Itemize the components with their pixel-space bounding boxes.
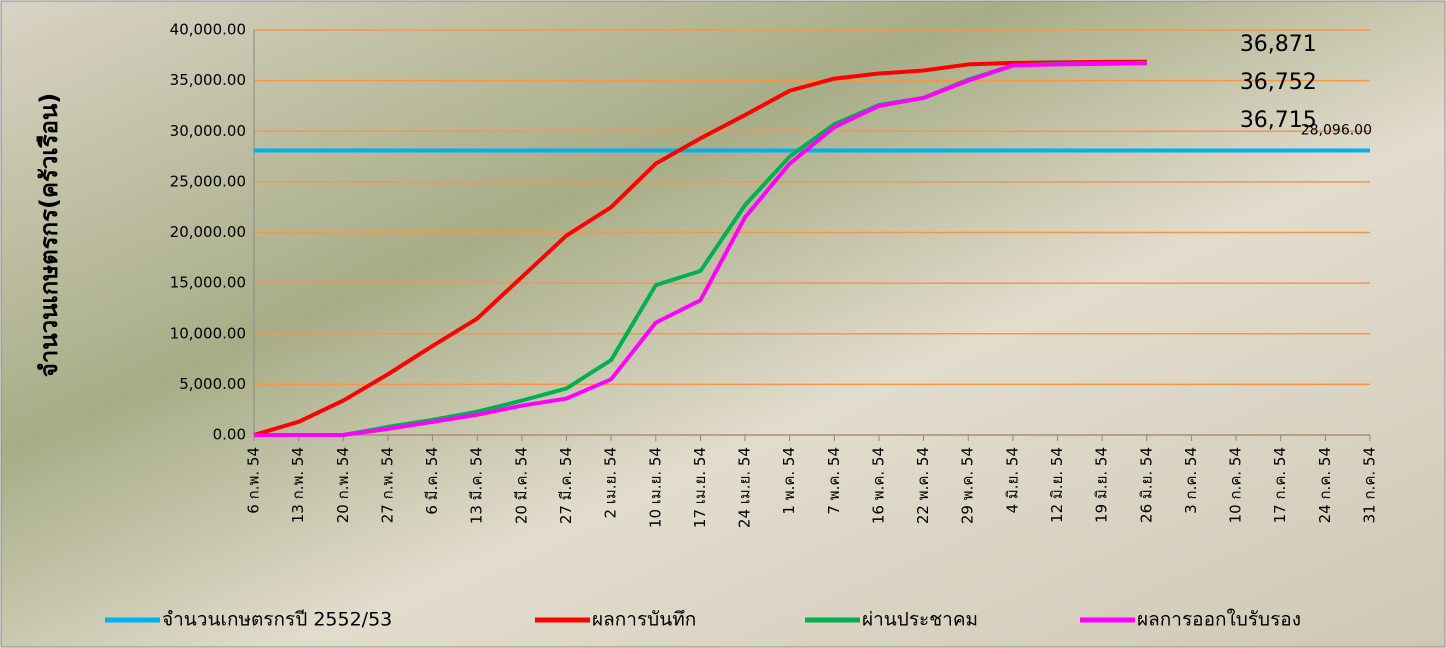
- value-label: 36,752: [1240, 70, 1317, 95]
- x-tick-label: 13 มี.ค. 54: [468, 447, 486, 524]
- y-tick-label: 10,000.00: [170, 324, 246, 342]
- legend-label: จำนวนเกษตรกรปี 2552/53: [162, 609, 392, 631]
- y-axis-label: จำนวนเกษตรกร(ครัวเรือน): [35, 93, 63, 378]
- legend-label: ผ่านประชาคม: [862, 609, 978, 631]
- x-tick-label: 4 มิ.ย. 54: [1003, 447, 1021, 513]
- series-line: [253, 59, 1147, 437]
- x-tick-label: 7 พ.ค. 54: [825, 447, 843, 515]
- legend-label: ผลการบันทึก: [592, 609, 696, 631]
- x-tick-label: 12 มิ.ย. 54: [1048, 447, 1066, 523]
- x-tick-label: 26 มิ.ย. 54: [1137, 447, 1155, 523]
- x-tick-label: 24 เม.ย. 54: [736, 447, 754, 528]
- x-tick-label: 31 ก.ค. 54: [1361, 447, 1379, 523]
- x-tick-label: 13 ก.พ. 54: [289, 447, 307, 523]
- y-tick-label: 15,000.00: [170, 274, 246, 292]
- x-tick-label: 27 ก.พ. 54: [378, 447, 396, 523]
- value-label: 36,715: [1240, 108, 1317, 133]
- x-tick-label: 16 พ.ค. 54: [869, 447, 887, 524]
- y-tick-label: 5,000.00: [179, 375, 246, 393]
- x-tick-label: 17 ก.ค. 54: [1271, 447, 1289, 523]
- x-tick-label: 6 มี.ค. 54: [423, 447, 441, 515]
- x-tick-label: 20 มี.ค. 54: [512, 447, 530, 524]
- x-tick-label: 17 เม.ย. 54: [691, 447, 709, 528]
- x-tick-label: 22 พ.ค. 54: [914, 447, 932, 524]
- x-tick-label: 24 ก.ค. 54: [1316, 447, 1334, 523]
- x-tick-label: 2 เม.ย. 54: [602, 447, 620, 519]
- x-tick-label: 19 มิ.ย. 54: [1093, 447, 1111, 523]
- value-label: 36,871: [1240, 32, 1317, 57]
- series-line: [254, 61, 1147, 437]
- x-tick-label: 6 ก.พ. 54: [245, 447, 263, 514]
- y-tick-label: 20,000.00: [170, 223, 246, 241]
- y-tick-label: 25,000.00: [170, 172, 246, 190]
- x-tick-label: 27 มี.ค. 54: [557, 447, 575, 524]
- y-tick-label: 35,000.00: [170, 71, 246, 89]
- x-tick-label: 10 เม.ย. 54: [646, 447, 664, 528]
- x-tick-label: 20 ก.พ. 54: [334, 447, 352, 523]
- x-tick-label: 10 ก.ค. 54: [1227, 447, 1245, 523]
- y-tick-label: 40,000.00: [170, 21, 246, 39]
- y-tick-label: 0.00: [213, 426, 246, 444]
- value-label: 28,096.00: [1301, 123, 1372, 139]
- y-tick-label: 30,000.00: [170, 122, 246, 140]
- x-tick-label: 29 พ.ค. 54: [959, 447, 977, 524]
- legend-label: ผลการออกใบรับรอง: [1137, 609, 1301, 631]
- x-tick-label: 3 ก.ค. 54: [1182, 447, 1200, 514]
- x-tick-label: 1 พ.ค. 54: [780, 447, 798, 515]
